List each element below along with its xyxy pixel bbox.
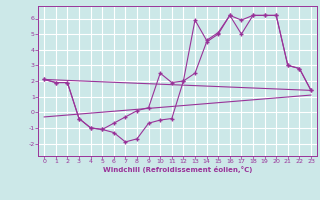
X-axis label: Windchill (Refroidissement éolien,°C): Windchill (Refroidissement éolien,°C) [103,166,252,173]
